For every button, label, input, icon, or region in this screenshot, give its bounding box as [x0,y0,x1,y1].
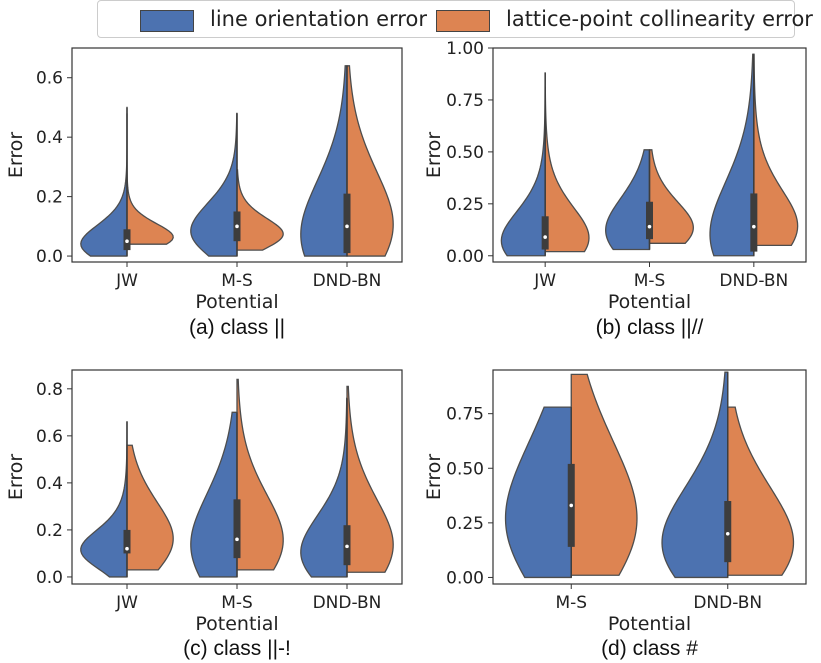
violin-line-orientation-dnd-bn [709,53,755,257]
y-axis-label: Error [5,454,27,501]
y-tick-label: 0.25 [446,195,484,215]
x-tick-label-m-s: M-S [221,271,253,291]
violin-collinearity-dnd-bn [727,406,795,576]
violin-collinearity-dnd-bn [346,65,394,257]
violin-collinearity-m-s [648,149,694,244]
y-tick-label: 0.75 [446,405,484,425]
panel-1: JW M-S DND-BN 0.0 0.2 0.4 0.6 Potential Error (a)… [5,47,403,339]
x-tick-label-dnd-bn: DND-BN [719,271,788,291]
violin-line-orientation-dnd-bn [661,371,729,579]
violin-collinearity-dnd-bn [753,53,799,247]
legend-swatch-collinearity [436,10,490,32]
panel-3: JW M-S DND-BN 0.0 0.2 0.4 0.6 0.8 Potential Error… [5,369,403,660]
violin-collinearity-m-s [236,378,284,571]
y-tick-label: 0.25 [446,514,484,534]
x-tick-label-jw: JW [115,271,138,291]
x-axis-label: Potential [608,291,691,313]
iqr-box-m-s [646,201,653,240]
median-dot-m-s [235,224,239,229]
iqr-box-dnd-bn [750,193,758,252]
x-axis-label: Potential [195,613,278,635]
median-dot-m-s [235,537,239,542]
median-dot-jw [125,239,129,243]
plot-frame [492,369,807,585]
violin-line-orientation-jw [500,72,546,257]
panel-4: M-S DND-BN 0.00 0.25 0.50 0.75 Potential Error (… [423,369,807,660]
violin-collinearity-dnd-bn [346,385,394,573]
x-tick-label-m-s: M-S [555,593,587,613]
iqr-box-dnd-bn [343,193,351,254]
median-dot-jw [125,546,129,551]
violin-collinearity-jw [126,444,174,571]
median-dot-dnd-bn [345,224,349,229]
violin-line-orientation-dnd-bn [300,397,348,578]
iqr-box-dnd-bn [724,501,732,563]
y-tick-label: 0.00 [446,247,484,267]
y-tick-label: 0.00 [446,568,484,588]
iqr-box-jw [123,529,131,554]
x-tick-label-dnd-bn: DND-BN [693,593,762,613]
plot-frame [492,47,807,263]
x-tick-label-m-s: M-S [221,593,253,613]
panel-2: JW M-S DND-BN 0.00 0.25 0.50 0.75 1.00 Potential… [423,39,807,339]
violin-line-orientation-jw [80,421,128,578]
median-dot-m-s [569,503,574,508]
y-tick-label: 0.8 [36,380,63,400]
x-tick-label-jw: JW [115,593,138,613]
x-tick-label-dnd-bn: DND-BN [313,271,382,291]
violin-line-orientation-m-s [190,411,238,578]
violin-collinearity-jw [544,86,590,253]
violin-line-orientation-m-s [605,149,651,251]
panel-caption: (d) class # [601,637,698,660]
y-tick-label: 0.4 [36,474,63,494]
legend-label-line-orientation: line orientation error [210,7,427,31]
violin-line-orientation-m-s [190,112,238,257]
x-axis-label: Potential [195,291,278,313]
median-dot-jw [543,235,547,239]
y-tick-label: 0.75 [446,91,484,111]
y-tick-label: 0.4 [36,128,63,148]
median-dot-dnd-bn [345,544,349,549]
panel-caption: (c) class ||-! [183,637,291,660]
y-tick-label: 0.6 [36,427,63,447]
legend-label-collinearity: lattice-point collinearity error [506,7,813,31]
violin-collinearity-m-s [236,169,284,251]
median-dot-m-s [647,224,652,229]
violin-line-orientation-m-s [504,406,572,579]
y-axis-label: Error [5,132,27,179]
iqr-box-jw [541,216,549,250]
plot-frame [71,369,403,585]
x-tick-label-dnd-bn: DND-BN [313,593,382,613]
y-tick-label: 0.2 [36,521,63,541]
y-axis-label: Error [423,454,445,501]
y-tick-label: 0.2 [36,188,63,208]
x-axis-label: Potential [608,613,691,635]
y-tick-label: 0.0 [36,568,63,588]
violin-line-orientation-dnd-bn [300,65,348,257]
x-tick-label-jw: JW [533,271,556,291]
x-tick-label-m-s: M-S [634,271,666,291]
violin-collinearity-jw [126,113,174,245]
legend-swatch-line-orientation [140,10,194,32]
panel-caption: (b) class ||// [596,316,704,339]
violin-collinearity-m-s [570,373,638,576]
iqr-box-m-s [233,499,241,559]
violin-line-orientation-jw [80,107,128,257]
median-dot-dnd-bn [752,224,756,229]
y-axis-label: Error [423,132,445,179]
y-tick-label: 0.50 [446,459,484,479]
legend: line orientation error lattice-point col… [97,0,813,38]
plot-frame [71,47,403,263]
y-tick-label: 0.50 [446,143,484,163]
panel-caption: (a) class || [189,316,285,339]
median-dot-dnd-bn [725,531,730,536]
y-tick-label: 0.0 [36,247,63,267]
y-tick-label: 0.6 [36,69,63,89]
y-tick-label: 1.00 [446,39,484,59]
